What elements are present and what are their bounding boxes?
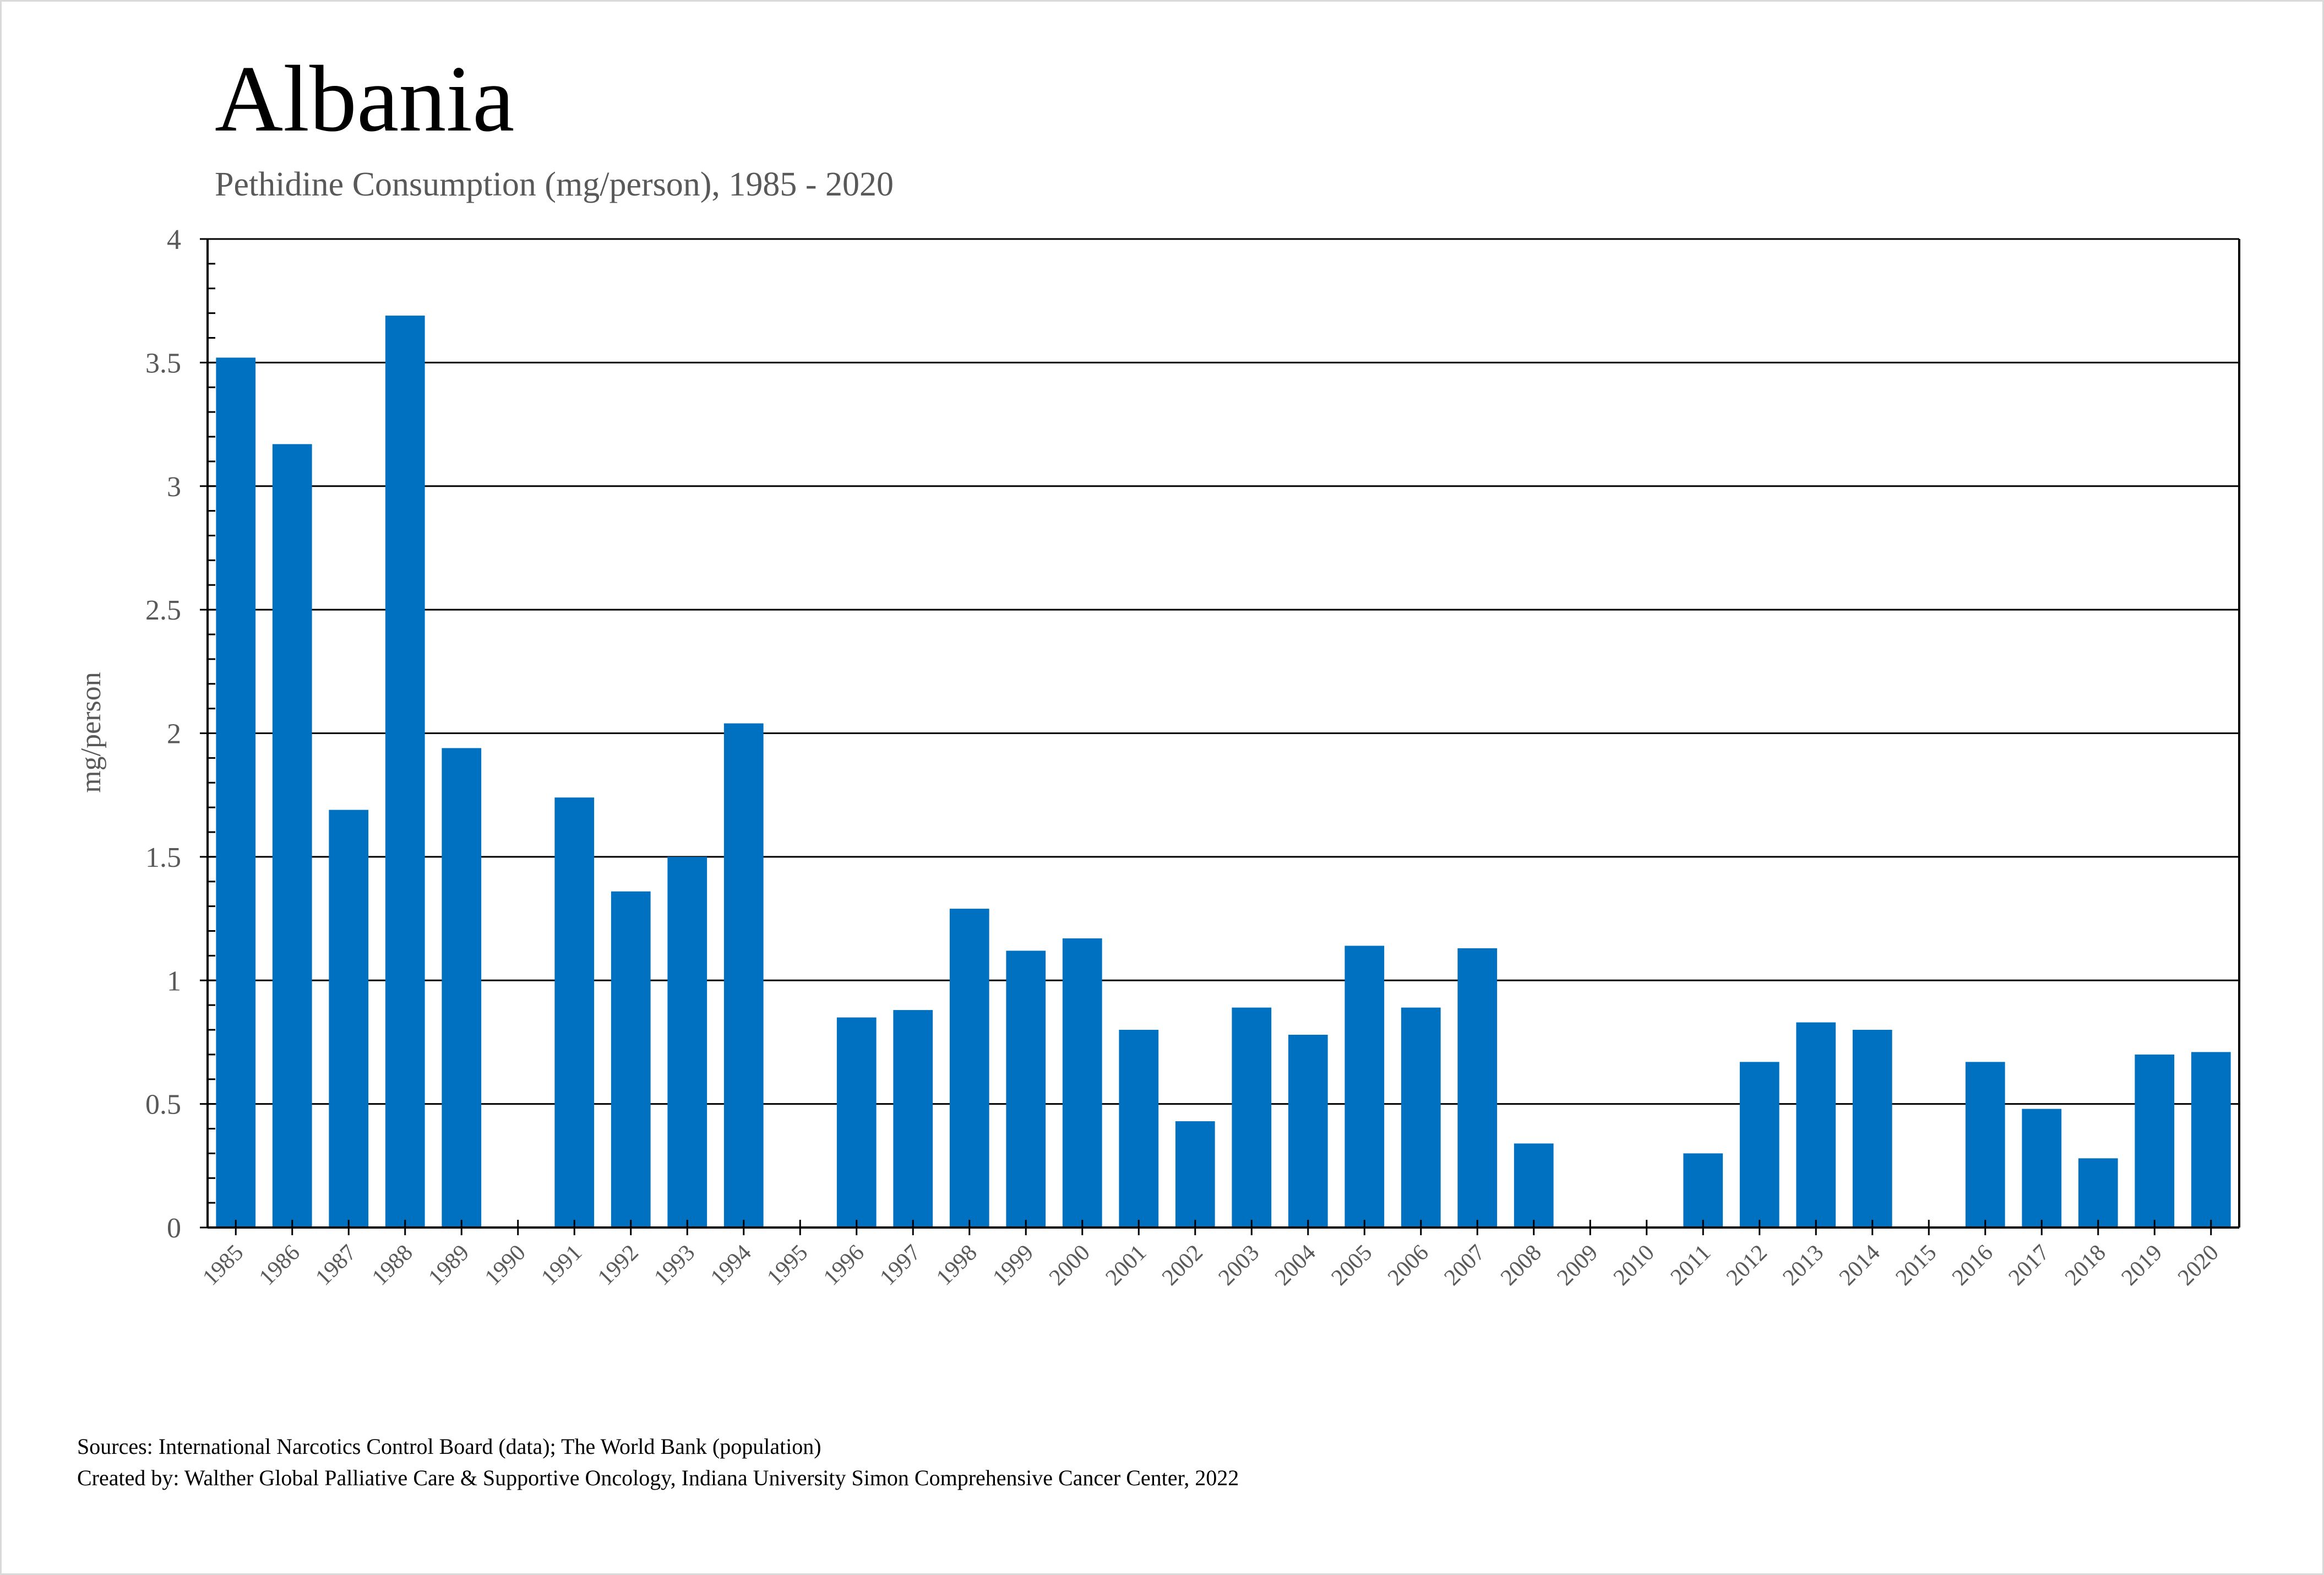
x-tick-label-2020: 2020 [2173, 1240, 2224, 1291]
x-tick-label-1999: 1999 [988, 1240, 1038, 1291]
x-tick-label-1987: 1987 [311, 1240, 361, 1291]
x-tick-label-2012: 2012 [1722, 1240, 1772, 1291]
y-axis-label: mg/person [75, 672, 107, 793]
x-tick-label-2005: 2005 [1326, 1240, 1377, 1291]
x-tick-label-2013: 2013 [1778, 1240, 1828, 1291]
bar-2007 [1457, 948, 1498, 1228]
bar-2002 [1175, 1121, 1215, 1228]
y-tick-label: 3.5 [145, 347, 181, 379]
bar-2003 [1232, 1007, 1272, 1228]
x-tick-label-2010: 2010 [1609, 1240, 1659, 1291]
x-tick-label-2019: 2019 [2116, 1240, 2167, 1291]
x-tick-label-1988: 1988 [367, 1240, 418, 1291]
bar-1997 [893, 1010, 933, 1228]
x-tick-label-1993: 1993 [649, 1240, 700, 1291]
x-tick-label-2001: 2001 [1101, 1240, 1151, 1291]
bar-2011 [1683, 1153, 1723, 1228]
bar-1994 [723, 723, 764, 1228]
y-tick-label: 0.5 [145, 1089, 181, 1121]
bar-2016 [1965, 1062, 2005, 1228]
bar-2000 [1062, 938, 1102, 1228]
x-tick-label-2007: 2007 [1439, 1240, 1490, 1291]
bar-1989 [442, 748, 482, 1228]
bars [216, 316, 2231, 1228]
x-tick-label-1989: 1989 [423, 1240, 474, 1291]
bar-1992 [611, 891, 651, 1228]
chart-subtitle: Pethidine Consumption (mg/person), 1985 … [215, 166, 894, 203]
x-tick-label-2002: 2002 [1157, 1240, 1208, 1291]
bar-2008 [1514, 1143, 1554, 1228]
y-tick-labels: 0 0.5 1 1.5 2 2.5 3 3.5 4 [145, 224, 181, 1244]
x-tick-label-2006: 2006 [1383, 1240, 1434, 1291]
x-tick-label-2009: 2009 [1552, 1240, 1603, 1291]
bar-2018 [2078, 1158, 2118, 1228]
axes [200, 238, 2240, 1235]
x-tick-label-1995: 1995 [762, 1240, 813, 1291]
bar-1996 [836, 1017, 877, 1228]
y-tick-label: 1 [167, 965, 181, 997]
bar-2006 [1401, 1007, 1441, 1228]
bar-2019 [2135, 1054, 2175, 1228]
sources-note: Sources: International Narcotics Control… [77, 1434, 821, 1459]
bar-2004 [1288, 1034, 1328, 1228]
y-tick-label: 1.5 [145, 842, 181, 873]
x-tick-labels: 1985 1986 1987 1988 1989 1990 1991 1992 1993 1994… [198, 1240, 2223, 1291]
x-tick-label-1990: 1990 [480, 1240, 531, 1291]
x-tick-label-1992: 1992 [593, 1240, 644, 1291]
y-tick-label: 0 [167, 1213, 181, 1244]
x-tick-label-1991: 1991 [536, 1240, 587, 1291]
bar-1991 [554, 797, 595, 1228]
x-tick-label-2003: 2003 [1213, 1240, 1264, 1291]
bar-2014 [1852, 1030, 1892, 1228]
x-tick-label-2015: 2015 [1891, 1240, 1941, 1291]
x-tick-label-2014: 2014 [1835, 1240, 1885, 1291]
y-tick-label: 2.5 [145, 595, 181, 626]
x-tick-label-2018: 2018 [2060, 1240, 2111, 1291]
x-tick-label-1997: 1997 [875, 1240, 926, 1291]
bar-2017 [2022, 1109, 2062, 1228]
x-tick-label-1986: 1986 [254, 1240, 305, 1291]
y-tick-label: 3 [167, 471, 181, 503]
bar-1986 [272, 444, 312, 1228]
bar-2013 [1796, 1022, 1836, 1228]
gridlines [208, 238, 2239, 1105]
y-tick-label: 2 [167, 719, 181, 750]
bar-1988 [385, 316, 425, 1228]
bar-1985 [216, 357, 256, 1228]
bar-1998 [949, 909, 989, 1228]
x-tick-label-2000: 2000 [1044, 1240, 1095, 1291]
x-tick-label-1996: 1996 [819, 1240, 869, 1291]
x-tick-label-2017: 2017 [2004, 1240, 2054, 1291]
bar-1999 [1006, 951, 1046, 1228]
x-tick-label-2004: 2004 [1270, 1240, 1321, 1291]
x-tick-label-1998: 1998 [932, 1240, 982, 1291]
bar-1993 [667, 856, 707, 1228]
bar-2005 [1345, 946, 1385, 1228]
x-tick-label-2016: 2016 [1947, 1240, 1998, 1291]
bar-2020 [2191, 1052, 2231, 1228]
y-tick-label: 4 [167, 224, 181, 256]
x-tick-label-2008: 2008 [1496, 1240, 1547, 1291]
x-tick-label-2011: 2011 [1666, 1240, 1716, 1290]
bar-2001 [1119, 1030, 1159, 1228]
x-tick-label-1994: 1994 [706, 1240, 756, 1291]
bar-2012 [1739, 1062, 1779, 1228]
x-tick-label-1985: 1985 [198, 1240, 248, 1291]
created-by-note: Created by: Walther Global Palliative Ca… [77, 1465, 1239, 1490]
chart-title: Albania [215, 47, 514, 151]
bar-1987 [329, 810, 369, 1228]
